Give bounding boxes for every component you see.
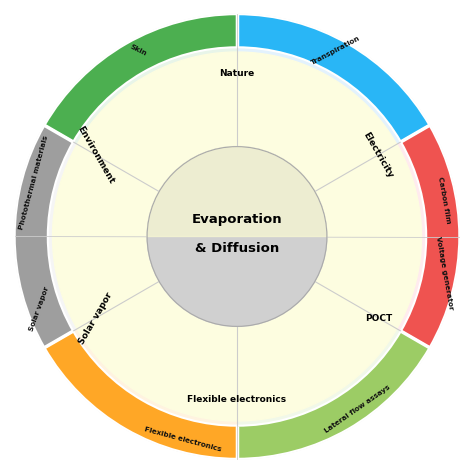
Wedge shape <box>237 47 401 237</box>
Text: Lateral flow assays: Lateral flow assays <box>324 384 392 434</box>
Wedge shape <box>237 142 426 331</box>
Text: POCT: POCT <box>365 314 392 323</box>
Wedge shape <box>45 14 237 142</box>
Polygon shape <box>147 147 327 236</box>
Wedge shape <box>45 331 237 459</box>
Text: Skin: Skin <box>129 44 147 57</box>
Text: Nature: Nature <box>219 69 255 78</box>
Text: Solar vapor: Solar vapor <box>28 285 50 332</box>
Text: Photothermal materials: Photothermal materials <box>18 134 49 230</box>
Text: Flexible electronics: Flexible electronics <box>187 395 287 404</box>
Circle shape <box>147 147 327 326</box>
Wedge shape <box>237 236 401 426</box>
Text: Solar vapor: Solar vapor <box>77 290 114 346</box>
Wedge shape <box>237 14 429 142</box>
Text: Carbon film: Carbon film <box>437 176 451 224</box>
Polygon shape <box>53 52 421 421</box>
Text: Flexible electronics: Flexible electronics <box>144 427 222 453</box>
Text: Voltage generator: Voltage generator <box>435 236 454 310</box>
Text: Environment: Environment <box>75 124 116 185</box>
Text: & Diffusion: & Diffusion <box>195 242 279 255</box>
Text: Electricity: Electricity <box>362 131 395 179</box>
Wedge shape <box>401 125 459 348</box>
Wedge shape <box>48 142 237 331</box>
Text: Transpiration: Transpiration <box>310 35 362 66</box>
Circle shape <box>15 14 459 459</box>
Wedge shape <box>15 125 73 348</box>
Wedge shape <box>237 331 429 459</box>
Wedge shape <box>73 236 237 426</box>
Text: Evaporation: Evaporation <box>191 213 283 227</box>
Wedge shape <box>73 47 237 237</box>
